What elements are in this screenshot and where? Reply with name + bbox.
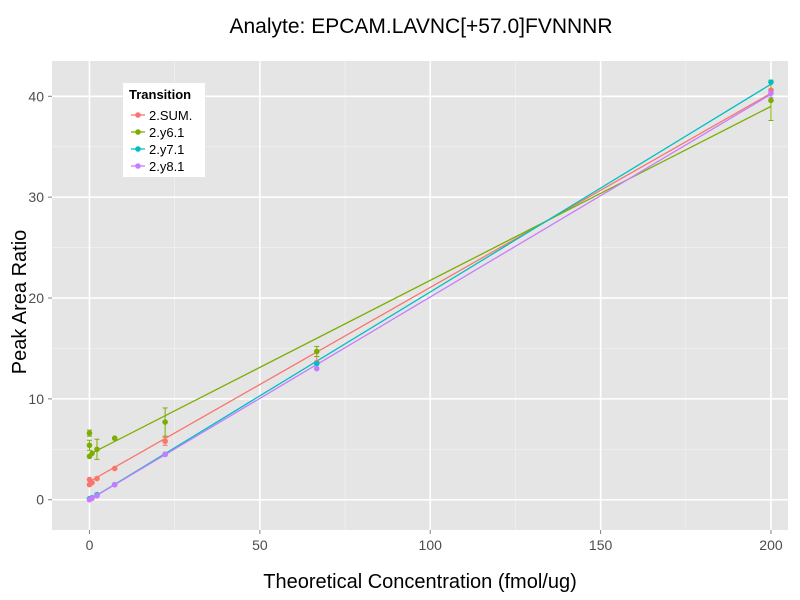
- fit-line-2.SUM.: [89, 92, 772, 483]
- fit-line-2.y6.1: [89, 105, 772, 455]
- y-axis-title: Peak Area Ratio: [9, 230, 31, 375]
- axis-ticks: 0 50 100 150 200 0 10 20 30 40: [28, 88, 782, 553]
- data-point: [313, 348, 320, 355]
- data-point: [94, 475, 100, 482]
- y-tick-label: 20: [28, 290, 44, 306]
- legend-label: 2.y8.1: [149, 159, 184, 174]
- data-point: [94, 446, 100, 453]
- fit-lines: [89, 83, 772, 501]
- x-tick-label: 100: [419, 537, 443, 553]
- fit-line-2.y8.1: [89, 93, 772, 501]
- legend: Transition 2.SUM. 2.y6.1 2.y7.1 2.y8.1: [123, 83, 205, 177]
- legend-key-point: [135, 129, 141, 135]
- x-axis-title: Theoretical Concentration (fmol/ug): [263, 571, 576, 593]
- y-tick-label: 0: [36, 492, 44, 508]
- y-tick-label: 10: [28, 391, 44, 407]
- legend-label: 2.y6.1: [149, 125, 184, 140]
- chart-title: Analyte: EPCAM.LAVNC[+57.0]FVNNNR: [230, 15, 613, 38]
- data-point: [162, 419, 168, 425]
- data-point: [86, 442, 93, 449]
- legend-label: 2.y7.1: [149, 142, 184, 157]
- data-point: [162, 438, 168, 445]
- data-point: [768, 79, 774, 85]
- data-point: [768, 97, 774, 104]
- x-tick-label: 50: [252, 537, 268, 553]
- legend-title: Transition: [129, 87, 191, 102]
- data-point: [768, 90, 774, 97]
- data-point: [89, 450, 95, 457]
- data-point: [111, 435, 118, 442]
- data-point: [162, 451, 168, 458]
- legend-key-point: [135, 146, 141, 152]
- data-point: [94, 492, 100, 499]
- data-point: [313, 365, 320, 372]
- fit-line-2.y7.1: [89, 83, 772, 501]
- data-point: [89, 479, 95, 486]
- x-tick-label: 200: [759, 537, 783, 553]
- data-point: [313, 360, 320, 367]
- legend-key-point: [135, 112, 141, 118]
- data-point: [111, 465, 118, 472]
- x-tick-label: 150: [589, 537, 613, 553]
- y-tick-label: 30: [28, 189, 44, 205]
- data-point: [89, 495, 95, 502]
- data-points: [86, 79, 774, 503]
- legend-items: 2.SUM. 2.y6.1 2.y7.1 2.y8.1: [131, 108, 192, 174]
- y-tick-label: 40: [28, 88, 44, 104]
- legend-key-point: [135, 163, 141, 169]
- data-point: [86, 430, 93, 436]
- x-tick-label: 0: [86, 537, 94, 553]
- data-point: [111, 481, 118, 488]
- legend-label: 2.SUM.: [149, 108, 192, 123]
